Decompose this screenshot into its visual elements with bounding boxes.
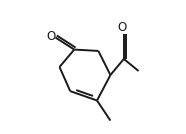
Text: O: O xyxy=(118,21,127,34)
Text: O: O xyxy=(46,30,55,43)
